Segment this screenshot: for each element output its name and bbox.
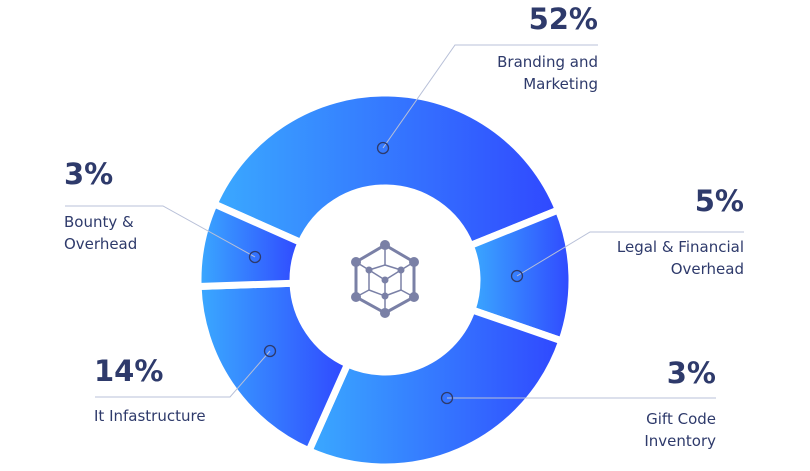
category-label-line: Marketing [523, 75, 598, 93]
category-label-line: Legal & Financial [616, 238, 744, 256]
marker-legal [510, 269, 524, 283]
leader-line-branding [382, 44, 598, 149]
leader-line-it [95, 350, 271, 398]
slice-branding [209, 89, 563, 251]
leader-line-bounty [65, 205, 256, 258]
leader-line-legal [516, 231, 744, 277]
category-label-it: It Infastructure [94, 405, 206, 427]
slice-it [194, 279, 353, 456]
value-label-gift-code: 3% [666, 356, 716, 390]
category-label-line: Branding and [497, 53, 598, 71]
value-label-it: 14% [94, 354, 164, 388]
category-label-line: It Infastructure [94, 407, 206, 425]
slice-bounty [194, 199, 306, 291]
value-label-branding: 52% [528, 2, 598, 36]
category-label-bounty: Bounty & Overhead [64, 211, 137, 255]
category-label-line: Overhead [670, 260, 744, 278]
category-label-line: Overhead [64, 235, 138, 253]
category-label-line: Inventory [644, 432, 716, 450]
marker-it [263, 344, 277, 358]
value-label-bounty: 3% [64, 157, 114, 191]
hexagon-network-icon [351, 240, 419, 318]
slice-gift-code [304, 305, 567, 471]
category-label-line: Gift Code [646, 410, 716, 428]
category-label-legal: Legal & Financial Overhead [617, 236, 744, 280]
marker-branding [376, 141, 390, 155]
category-label-line: Bounty & [64, 213, 134, 231]
value-label-legal: 5% [694, 184, 744, 218]
marker-bounty [248, 250, 262, 264]
category-label-branding: Branding and Marketing [497, 51, 598, 95]
marker-gift-code [440, 391, 454, 405]
category-label-gift-code: Gift Code Inventory [644, 408, 716, 452]
